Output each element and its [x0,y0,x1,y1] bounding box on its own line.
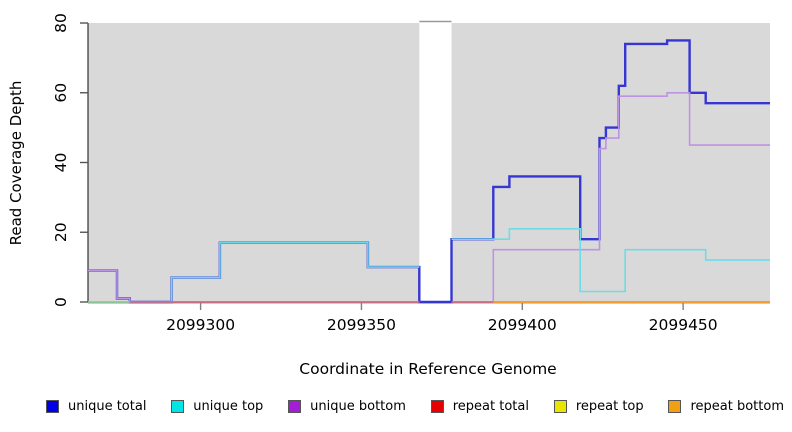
legend-item-repeat-total: repeat total [430,399,529,414]
y-axis-title: Read Coverage Depth [7,80,25,246]
legend-swatch-repeat-top [553,400,567,413]
x-tick-label: 2099350 [327,316,396,334]
legend-item-repeat-bottom: repeat bottom [668,399,784,414]
y-tick-label: 0 [52,297,70,307]
legend-swatch-repeat-bottom [668,400,682,413]
x-tick-label: 2099400 [488,316,557,334]
legend-swatch-unique-total [46,400,59,413]
legend-swatch-repeat-total [430,400,444,413]
x-tick-label: 2099300 [166,316,235,334]
legend-label-unique-total: unique total [68,399,147,414]
legend-item-unique-total: unique total [46,399,146,414]
series-unique-top-line-2 [451,228,770,293]
y-axis-ticks: 0 20 40 60 80 [52,13,88,307]
y-tick-label: 80 [52,13,70,33]
legend-label-repeat-total: repeat total [452,399,529,414]
alignment-gap-band [419,21,452,302]
legend-swatch-unique-top [171,400,185,413]
y-tick-label: 20 [52,222,70,242]
series-unique-bottom-line-2 [451,92,770,303]
y-tick-label: 60 [52,83,70,103]
legend-label-repeat-top: repeat top [575,399,644,414]
series-unique-top-line-1 [88,241,420,303]
x-axis-ticks: 2099300 2099350 2099400 2099450 [166,303,718,334]
legend-item-unique-bottom: unique bottom [288,399,406,414]
legend-label-unique-top: unique top [193,399,264,414]
legend-item-unique-top: unique top [171,399,263,414]
legend-label-repeat-bottom: repeat bottom [690,399,784,414]
legend-label-unique-bottom: unique bottom [310,399,406,414]
legend-swatch-unique-bottom [288,400,302,413]
x-tick-label: 2099450 [649,316,718,334]
legend-item-repeat-top: repeat top [553,399,644,414]
x-axis-title: Coordinate in Reference Genome [299,360,557,378]
legend: unique total unique top unique bottom repea… [46,399,784,414]
y-tick-label: 40 [52,153,70,173]
